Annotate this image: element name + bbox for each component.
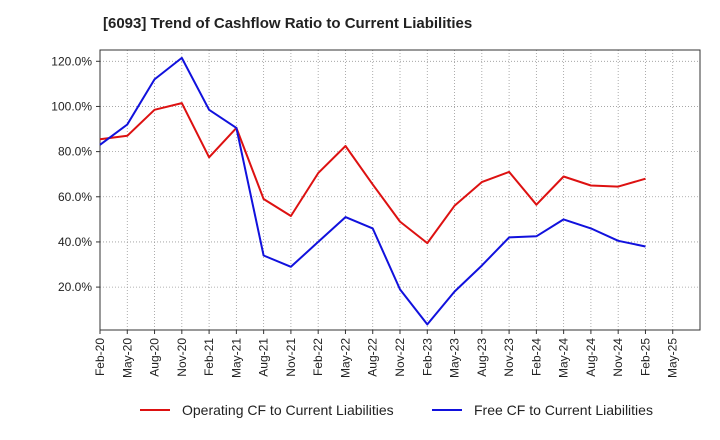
series-line-1: [99, 102, 646, 245]
legend-label-1: Operating CF to Current Liabilities: [182, 402, 394, 418]
x-tick-label: May-20: [120, 338, 134, 378]
x-tick-label: May-21: [229, 338, 243, 378]
x-tick-label: Aug-21: [257, 338, 271, 377]
y-tick-label: 60.0%: [58, 190, 92, 204]
y-tick-label: 80.0%: [58, 145, 92, 159]
x-tick-label: Aug-23: [475, 338, 489, 377]
x-tick-label: Feb-22: [311, 338, 325, 376]
y-tick-label: 40.0%: [58, 235, 92, 249]
x-tick-label: Feb-20: [93, 338, 107, 376]
legend-label-2: Free CF to Current Liabilities: [474, 402, 653, 418]
x-tick-label: May-22: [338, 338, 352, 378]
x-tick-label: Aug-20: [148, 338, 162, 377]
x-tick-label: May-23: [448, 338, 462, 378]
x-tick-label: Feb-23: [420, 338, 434, 376]
x-axis: Feb-20 May-20 Aug-20 Nov-20 Feb-21 May-21 Aug-…: [93, 330, 680, 378]
y-tick-label: 120.0%: [51, 54, 92, 68]
y-tick-label: 20.0%: [58, 280, 92, 294]
chart-title: [6093] Trend of Cashflow Ratio to Curren…: [103, 15, 473, 32]
y-axis: 20.0% 40.0% 60.0% 80.0% 100.0% 120.0%: [51, 54, 100, 294]
legend: Operating CF to Current Liabilities Free …: [140, 402, 653, 418]
x-tick-label: Nov-24: [611, 338, 625, 377]
x-tick-label: Nov-23: [502, 338, 516, 377]
x-tick-label: Nov-22: [393, 338, 407, 377]
y-tick-label: 100.0%: [51, 99, 92, 113]
x-tick-label: Nov-21: [284, 338, 298, 377]
x-tick-label: May-25: [666, 338, 680, 378]
x-tick-label: Nov-20: [175, 338, 189, 377]
x-tick-label: Feb-25: [638, 338, 652, 376]
x-tick-label: May-24: [557, 338, 571, 378]
x-tick-label: Feb-21: [202, 338, 216, 376]
x-tick-label: Aug-22: [366, 338, 380, 377]
series-lines: [99, 56, 646, 326]
series-line-2: [99, 56, 646, 326]
x-tick-label: Feb-24: [529, 338, 543, 376]
x-tick-label: Aug-24: [584, 338, 598, 377]
